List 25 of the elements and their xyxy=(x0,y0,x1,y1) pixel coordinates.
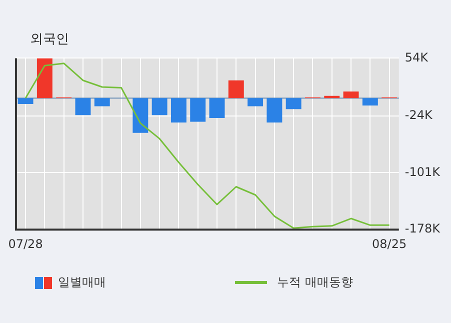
bar xyxy=(132,98,148,133)
bar xyxy=(286,98,302,110)
bar xyxy=(266,98,282,122)
y-tick-label: -24K xyxy=(404,108,434,122)
bar xyxy=(343,91,359,98)
bar xyxy=(228,80,244,98)
x-tick-label: 07/28 xyxy=(8,236,43,251)
bar xyxy=(190,98,206,122)
bar xyxy=(152,98,168,116)
bar xyxy=(209,98,225,118)
y-tick-label: 54K xyxy=(404,50,430,64)
bar xyxy=(324,96,340,98)
bar xyxy=(362,98,378,106)
bar xyxy=(248,98,264,106)
y-tick-label: -101K xyxy=(404,164,442,179)
bar xyxy=(75,98,91,116)
legend-label: 누적 매매동향 xyxy=(277,274,353,291)
bar xyxy=(94,98,110,106)
bar xyxy=(36,58,52,98)
x-tick-label: 08/25 xyxy=(372,236,407,251)
bar xyxy=(18,98,34,104)
legend-label: 일별매매 xyxy=(58,274,106,291)
y-tick-label: -178K xyxy=(404,222,442,236)
chart-title: 외국인 xyxy=(30,31,69,48)
bar xyxy=(170,98,186,122)
